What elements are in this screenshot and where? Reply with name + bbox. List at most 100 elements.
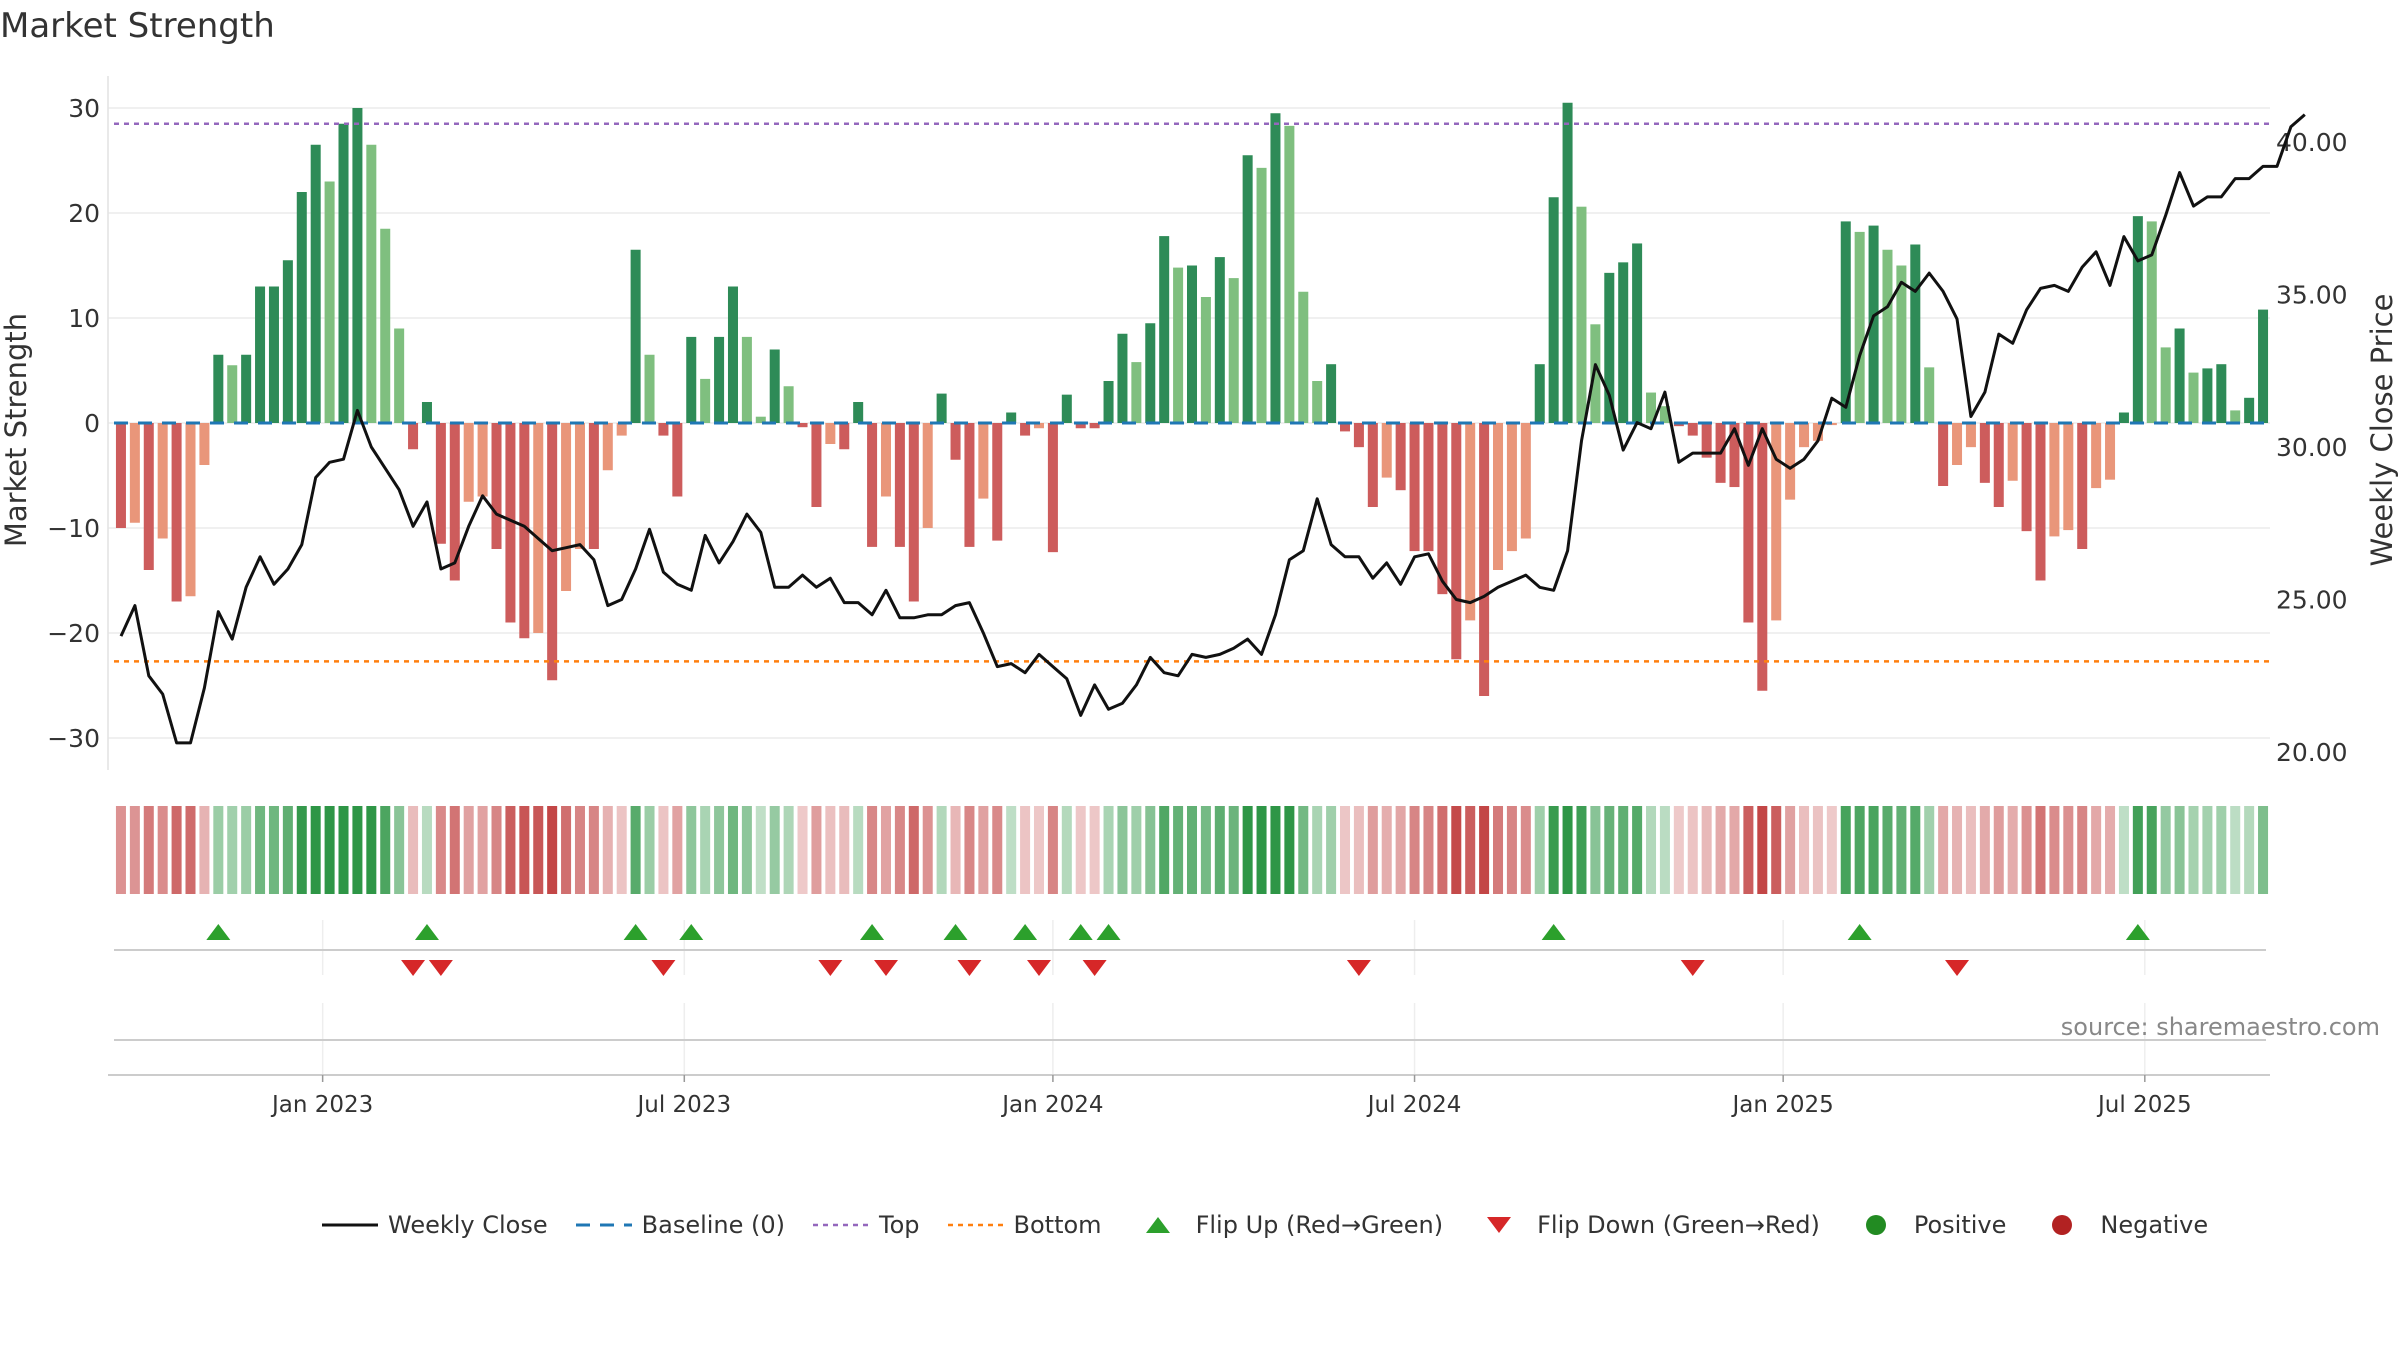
strength-bar [324, 181, 335, 423]
strip-cell [1173, 806, 1184, 894]
strip-cell [171, 806, 182, 894]
legend-label: Bottom [1013, 1211, 1102, 1239]
strip-cell [463, 806, 474, 894]
strength-bar [505, 423, 516, 623]
strength-bar [1659, 406, 1670, 423]
legend-item: Flip Up (Red→Green) [1128, 1211, 1444, 1239]
strip-cell [1214, 806, 1225, 894]
strip-cell [658, 806, 669, 894]
strip-cell [1854, 806, 1865, 894]
strength-bar [1033, 423, 1045, 429]
strength-bar [1047, 423, 1058, 553]
strength-bar [2077, 423, 2088, 549]
strength-bar [1590, 324, 1601, 423]
strip-cell [1534, 806, 1545, 894]
strip-cell [1465, 806, 1476, 894]
y2-tick-label: 30.00 [2276, 433, 2348, 462]
strip-cell [853, 806, 864, 894]
flip-up-marker [860, 924, 885, 940]
legend-label: Weekly Close [388, 1211, 548, 1239]
strength-bar [408, 423, 419, 450]
strength-bar [1854, 231, 1865, 423]
strength-bar [129, 423, 140, 523]
legend-item: Baseline (0) [574, 1211, 785, 1239]
strip-cell [435, 806, 446, 894]
flip-down-marker [651, 960, 676, 976]
strip-cell [2035, 806, 2046, 894]
flip-up-marker [1068, 924, 1093, 940]
strength-bar [1117, 333, 1128, 423]
strip-cell [352, 806, 363, 894]
strength-bar [1701, 423, 1712, 458]
strength-bar [1270, 113, 1281, 423]
strip-cell [1089, 806, 1100, 894]
strip-cell [1047, 806, 1058, 894]
y-tick-label: 0 [84, 409, 100, 438]
strip-cell [964, 806, 975, 894]
strip-cell [978, 806, 989, 894]
strip-cell [1548, 806, 1559, 894]
strength-bar [1006, 412, 1017, 423]
strength-bar [1785, 423, 1796, 500]
strength-bar [1409, 423, 1420, 552]
y-tick-label: −10 [47, 514, 100, 543]
strength-bar [1061, 394, 1072, 423]
strength-bar [1938, 423, 1949, 486]
strip-cell [143, 806, 154, 894]
strip-cell [727, 806, 738, 894]
strip-cell [2105, 806, 2116, 894]
strength-bar [2049, 423, 2060, 537]
strip-cell [561, 806, 572, 894]
strip-cell [1729, 806, 1740, 894]
strength-bar [950, 423, 961, 460]
strip-cell [1632, 806, 1643, 894]
strength-bar [853, 402, 864, 423]
strip-cell [1979, 806, 1990, 894]
strength-bar [714, 336, 725, 423]
chart-title: Market Strength [0, 6, 275, 46]
strength-bar [1993, 423, 2004, 507]
strength-bar [1381, 423, 1392, 478]
strength-bar [1979, 423, 1990, 483]
strength-bar [352, 108, 363, 423]
strength-bar [2021, 423, 2032, 532]
strength-bar [2091, 423, 2102, 489]
legend-item: Weekly Close [320, 1211, 548, 1239]
strength-bar [839, 423, 850, 450]
strip-cell [1896, 806, 1907, 894]
strip-cell [2202, 806, 2213, 894]
strip-cell [268, 806, 279, 894]
flip-up-marker [679, 924, 704, 940]
strip-cell [449, 806, 460, 894]
strength-bar [1534, 364, 1545, 423]
legend-label: Flip Up (Red→Green) [1195, 1211, 1444, 1239]
strip-cell [115, 806, 126, 894]
strength-bar [936, 393, 947, 423]
strength-bar [157, 423, 168, 539]
strip-cell [1952, 806, 1963, 894]
strength-bar [811, 423, 822, 507]
legend-swatch [575, 1223, 632, 1227]
strip-cell [1131, 806, 1142, 894]
strength-bar [1423, 423, 1434, 552]
strip-cell [2174, 806, 2185, 894]
strip-cell [241, 806, 252, 894]
strip-cell [1103, 806, 1114, 894]
strip-cell [1437, 806, 1448, 894]
strip-cell [394, 806, 405, 894]
strength-bar [2118, 412, 2129, 423]
strength-bar [1159, 236, 1170, 423]
y-axis-label: Market Strength [0, 313, 33, 547]
strip-cell [992, 806, 1003, 894]
legend-swatch [1865, 1215, 1886, 1235]
strip-cell [755, 806, 766, 894]
strip-cell [1743, 806, 1754, 894]
y-tick-label: 20 [68, 199, 100, 228]
strip-cell [894, 806, 905, 894]
strength-bar [588, 423, 599, 549]
strip-cell [2118, 806, 2129, 894]
strength-bar [1896, 265, 1907, 423]
legend-swatch [322, 1223, 378, 1227]
strength-bar [1965, 423, 1976, 448]
strength-bar [1186, 265, 1198, 423]
